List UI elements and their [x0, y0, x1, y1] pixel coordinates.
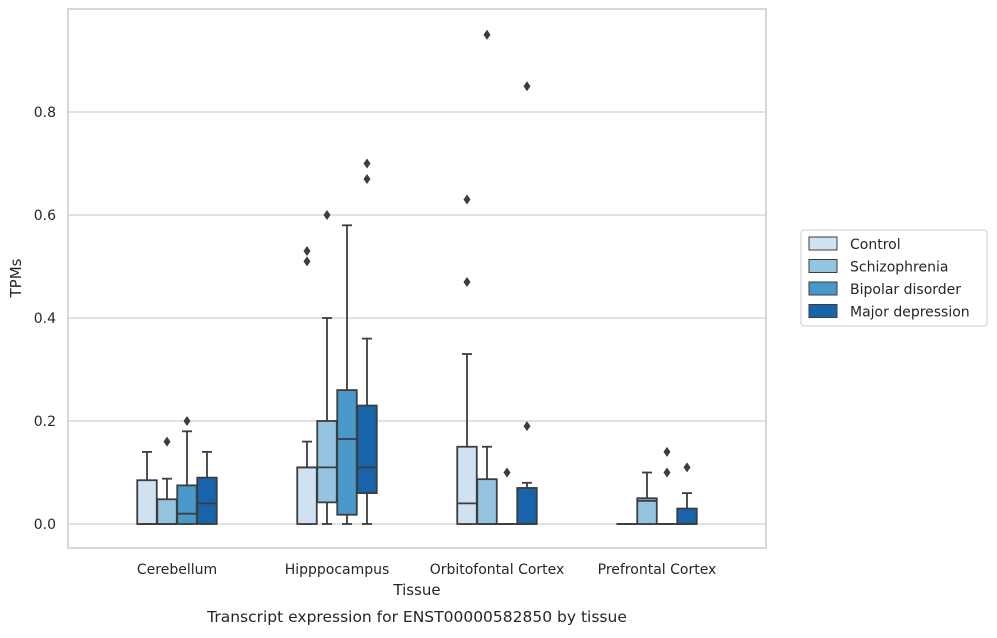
outlier-point: [524, 421, 531, 431]
y-axis-label: TPMs: [7, 258, 25, 298]
legend-label: Major depression: [850, 305, 970, 321]
box: [357, 406, 377, 494]
y-gridlines: [68, 112, 766, 524]
x-axis-label: Tissue: [392, 581, 440, 599]
box: [297, 467, 317, 524]
outlier-point: [164, 437, 171, 447]
box-group: [477, 30, 497, 524]
y-tick-labels: 0.0 0.2 0.4 0.6 0.8: [34, 105, 56, 533]
outlier-point: [364, 159, 371, 169]
box: [157, 499, 177, 524]
x-tick-label: Hipppocampus: [285, 562, 390, 578]
box-group: [317, 210, 337, 524]
box: [137, 480, 157, 524]
legend: Control Schizophrenia Bipolar disorder Majo…: [801, 230, 987, 326]
box-group: [297, 246, 317, 524]
box-group: [657, 447, 677, 524]
outlier-point: [324, 210, 331, 220]
box-group: [157, 437, 177, 524]
box-group: [177, 416, 197, 524]
legend-swatch: [809, 282, 837, 295]
box-group: [517, 81, 537, 524]
box: [517, 488, 537, 524]
outlier-point: [524, 81, 531, 91]
box-group: [677, 462, 697, 524]
y-tick-label: 0.4: [34, 311, 56, 327]
outlier-point: [504, 468, 511, 478]
box-group: [497, 468, 517, 525]
box: [317, 421, 337, 502]
legend-swatch: [809, 260, 837, 273]
outlier-point: [304, 246, 311, 256]
outlier-point: [304, 256, 311, 266]
chart-caption: Transcript expression for ENST0000058285…: [206, 608, 627, 626]
outlier-point: [464, 195, 471, 205]
box: [197, 478, 217, 524]
legend-label: Schizophrenia: [850, 260, 948, 276]
y-tick-label: 0.8: [34, 105, 56, 121]
outlier-point: [664, 468, 671, 478]
y-tick-label: 0.6: [34, 208, 56, 224]
box-group: [197, 452, 217, 524]
legend-swatch: [809, 305, 837, 318]
x-tick-label: Orbitofontal Cortex: [430, 562, 565, 578]
outlier-point: [364, 174, 371, 184]
legend-label: Control: [850, 237, 901, 253]
box: [637, 498, 657, 524]
boxes: [137, 30, 697, 524]
legend-swatch: [809, 237, 837, 250]
box-group: [357, 159, 377, 525]
box: [477, 479, 497, 524]
box: [457, 447, 477, 524]
x-tick-label: Cerebellum: [137, 562, 217, 578]
y-tick-label: 0.0: [34, 517, 56, 533]
x-tick-labels: Cerebellum Hipppocampus Orbitofontal Corte…: [137, 562, 716, 578]
legend-label: Bipolar disorder: [850, 282, 961, 298]
plot-frame: [68, 9, 766, 548]
box-group: [637, 473, 657, 525]
outlier-point: [464, 277, 471, 287]
outlier-point: [664, 447, 671, 457]
box-group: [137, 452, 157, 524]
box: [677, 509, 697, 524]
box-group: [457, 195, 477, 524]
y-tick-label: 0.2: [34, 414, 56, 430]
outlier-point: [684, 462, 691, 472]
outlier-point: [484, 30, 491, 40]
box: [177, 485, 197, 524]
box: [337, 390, 357, 515]
box-group: [337, 225, 357, 524]
outlier-point: [184, 416, 191, 426]
x-tick-label: Prefrontal Cortex: [598, 562, 717, 578]
